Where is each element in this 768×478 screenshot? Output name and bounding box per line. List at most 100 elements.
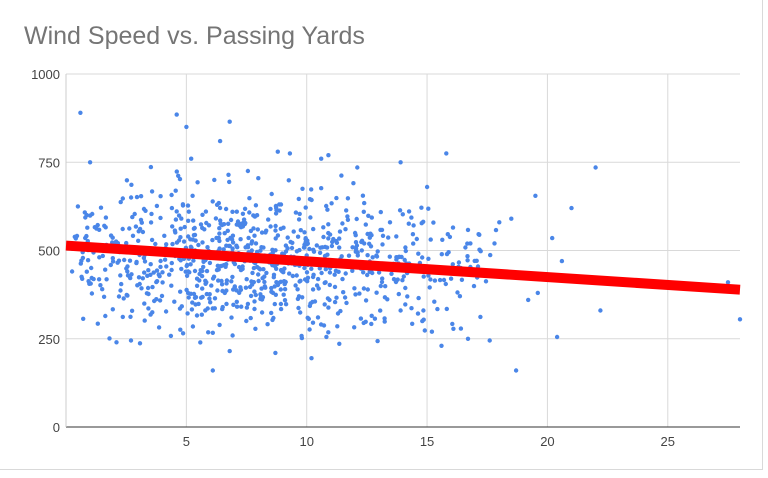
data-point (283, 249, 289, 254)
data-point (174, 240, 180, 245)
data-point (293, 283, 298, 288)
data-point (133, 224, 139, 229)
data-point (273, 223, 278, 229)
data-point (221, 247, 226, 252)
data-point (169, 283, 174, 288)
data-point (725, 280, 731, 285)
data-point (299, 335, 305, 341)
data-point (281, 292, 286, 297)
data-point (400, 212, 405, 217)
data-point (170, 224, 175, 229)
data-point (317, 250, 323, 255)
data-point (426, 273, 431, 278)
data-point (294, 249, 300, 254)
data-point (151, 270, 156, 275)
data-point (329, 243, 335, 249)
data-point (210, 330, 215, 335)
data-point (326, 230, 331, 236)
data-point (129, 308, 135, 313)
data-point (287, 151, 293, 156)
data-point (217, 138, 223, 144)
data-point (176, 173, 181, 178)
data-point (406, 209, 412, 214)
data-point (198, 222, 204, 227)
data-point (370, 270, 375, 276)
data-point (379, 279, 385, 285)
data-point (269, 289, 274, 294)
data-point (353, 292, 358, 297)
data-point (286, 178, 291, 183)
data-point (283, 302, 289, 307)
data-point (293, 210, 299, 215)
data-point (169, 205, 175, 211)
data-point (229, 279, 234, 284)
data-point (270, 317, 275, 323)
data-point (366, 213, 371, 218)
data-point (229, 315, 234, 320)
data-point (202, 227, 207, 232)
y-tick-label: 1000 (31, 67, 60, 82)
data-point (365, 287, 370, 292)
data-point (227, 179, 232, 185)
data-point (136, 229, 141, 234)
data-point (432, 299, 437, 304)
data-point (122, 257, 127, 263)
data-point (245, 301, 251, 307)
data-point (414, 236, 419, 242)
data-point (361, 209, 366, 214)
data-point (375, 249, 380, 254)
data-point (424, 184, 430, 190)
data-point (259, 310, 265, 315)
y-tick-label: 250 (38, 332, 60, 347)
data-point (82, 210, 88, 215)
data-point (458, 326, 464, 331)
data-point (372, 316, 378, 321)
data-point (387, 220, 393, 225)
data-point (210, 199, 215, 204)
data-point (283, 243, 289, 248)
data-point (251, 279, 256, 285)
data-point (230, 274, 235, 280)
data-point (150, 310, 155, 315)
data-point (149, 211, 154, 217)
data-point (304, 270, 310, 275)
data-point (550, 235, 555, 241)
data-point (150, 284, 155, 290)
data-point (369, 321, 374, 327)
data-point (212, 306, 217, 311)
data-point (102, 223, 107, 228)
data-point (344, 300, 349, 306)
data-point (278, 267, 284, 273)
data-point (285, 235, 290, 240)
data-point (324, 203, 329, 209)
data-point (186, 295, 191, 300)
data-point (158, 258, 163, 264)
data-point (242, 206, 248, 211)
data-point (169, 260, 174, 266)
data-point (444, 306, 449, 312)
data-point (307, 303, 313, 309)
data-point (97, 255, 102, 260)
data-point (289, 245, 295, 251)
data-point (164, 264, 169, 269)
data-point (95, 321, 101, 326)
data-point (282, 287, 288, 292)
data-point (108, 262, 114, 268)
data-point (327, 270, 333, 275)
data-point (471, 283, 477, 289)
data-point (216, 200, 221, 206)
data-point (136, 275, 142, 280)
data-point (217, 238, 222, 244)
data-point (357, 291, 362, 296)
data-point (275, 282, 281, 288)
data-point (196, 242, 201, 248)
data-point (121, 296, 126, 301)
data-point (194, 283, 200, 288)
data-point (319, 156, 324, 161)
data-point (154, 279, 160, 284)
data-point (439, 343, 444, 348)
data-point (380, 242, 385, 247)
data-point (429, 329, 435, 334)
data-point (451, 326, 456, 331)
data-point (258, 295, 264, 300)
